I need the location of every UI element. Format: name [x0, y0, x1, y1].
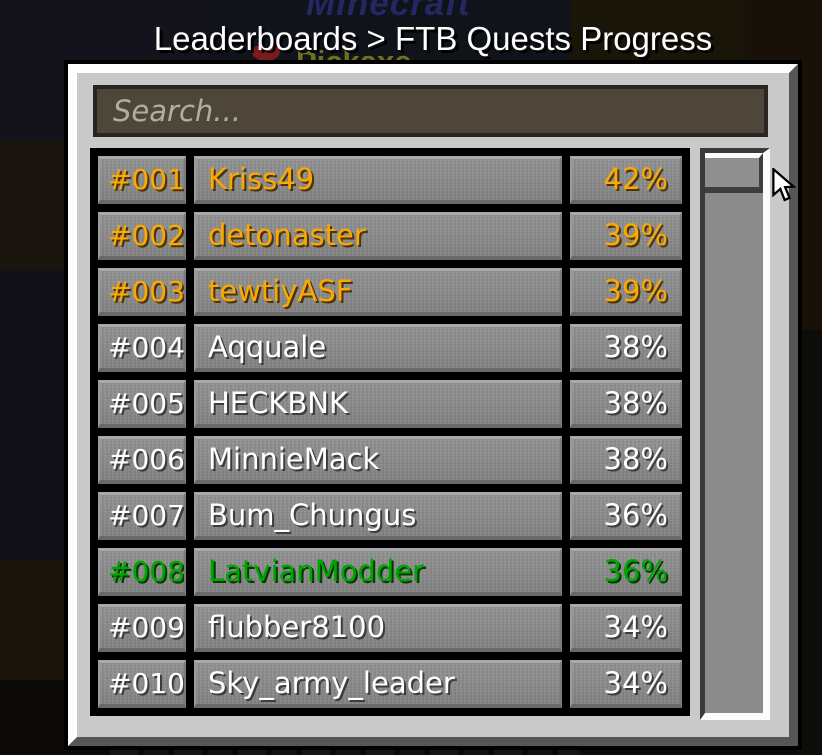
leaderboard-rank-cell[interactable]: #005 [98, 380, 186, 428]
leaderboard-name-cell[interactable]: Aqquale [194, 324, 562, 372]
search-input[interactable] [97, 89, 764, 133]
leaderboard-rank-cell[interactable]: #007 [98, 492, 186, 540]
leaderboard-name-cell[interactable]: Bum_Chungus [194, 492, 562, 540]
background-block [0, 560, 64, 680]
leaderboard-progress-cell[interactable]: 42% [570, 156, 682, 204]
leaderboard-progress-cell[interactable]: 38% [570, 436, 682, 484]
background-game-title: Minecraft [306, 0, 471, 23]
leaderboard-progress-cell[interactable]: 39% [570, 212, 682, 260]
dialog-frame: #001Kriss4942%#002detonaster39%#003tewti… [68, 64, 798, 746]
leaderboard-progress-cell[interactable]: 38% [570, 324, 682, 372]
table-row: #007 Bum_Chungus 36% [98, 492, 682, 540]
table-row: #003 tewtiyASF 39% [98, 268, 682, 316]
leaderboard-name-cell[interactable]: Sky_army_leader [194, 660, 562, 708]
leaderboard-name-cell[interactable]: Kriss49 [194, 156, 562, 204]
leaderboard-dialog: #001Kriss4942%#002detonaster39%#003tewti… [64, 60, 802, 750]
leaderboard-rank-cell[interactable]: #010 [98, 660, 186, 708]
background-block [110, 747, 580, 755]
leaderboard-name-cell[interactable]: HECKBNK [194, 380, 562, 428]
table-row: #010 Sky_army_leader 34% [98, 660, 682, 708]
leaderboard-rank-cell[interactable]: #008 [98, 548, 186, 596]
scrollbar-thumb[interactable] [705, 153, 763, 193]
table-row: #002 detonaster 39% [98, 212, 682, 260]
leaderboard-progress-cell[interactable]: 39% [570, 268, 682, 316]
leaderboard-progress-cell[interactable]: 38% [570, 380, 682, 428]
leaderboard-name-cell[interactable]: MinnieMack [194, 436, 562, 484]
leaderboard-name-cell[interactable]: flubber8100 [194, 604, 562, 652]
leaderboard-rank-cell[interactable]: #001 [98, 156, 186, 204]
table-row: #005 HECKBNK 38% [98, 380, 682, 428]
leaderboard-rank-cell[interactable]: #003 [98, 268, 186, 316]
leaderboard-progress-cell[interactable]: 36% [570, 492, 682, 540]
table-row: #008 LatvianModder 36% [98, 548, 682, 596]
background-block [0, 140, 64, 270]
leaderboard-rank-cell[interactable]: #004 [98, 324, 186, 372]
leaderboard-rank-cell[interactable]: #009 [98, 604, 186, 652]
background-block [0, 270, 64, 560]
leaderboard-rank-cell[interactable]: #002 [98, 212, 186, 260]
search-box [93, 85, 768, 137]
table-row: #004 Aqquale 38% [98, 324, 682, 372]
scrollbar[interactable] [700, 148, 770, 720]
table-row: #009 flubber8100 34% [98, 604, 682, 652]
background-block [210, 0, 570, 62]
leaderboard-progress-cell[interactable]: 34% [570, 660, 682, 708]
table-row: #001 Kriss49 42% [98, 156, 682, 204]
leaderboard-name-cell[interactable]: LatvianModder [194, 548, 562, 596]
page-title: Leaderboards > FTB Quests Progress [153, 20, 713, 57]
leaderboard-progress-cell[interactable]: 36% [570, 548, 682, 596]
table-row: #006 MinnieMack 38% [98, 436, 682, 484]
leaderboard-name-cell[interactable]: tewtiyASF [194, 268, 562, 316]
leaderboard-progress-cell[interactable]: 34% [570, 604, 682, 652]
background-block [570, 0, 745, 62]
cursor-icon [772, 168, 797, 202]
leaderboard-rank-cell[interactable]: #006 [98, 436, 186, 484]
leaderboard-list: #001 Kriss49 42% #002 detonaster 39% #003 tewti… [90, 148, 690, 716]
leaderboard-name-cell[interactable]: detonaster [194, 212, 562, 260]
